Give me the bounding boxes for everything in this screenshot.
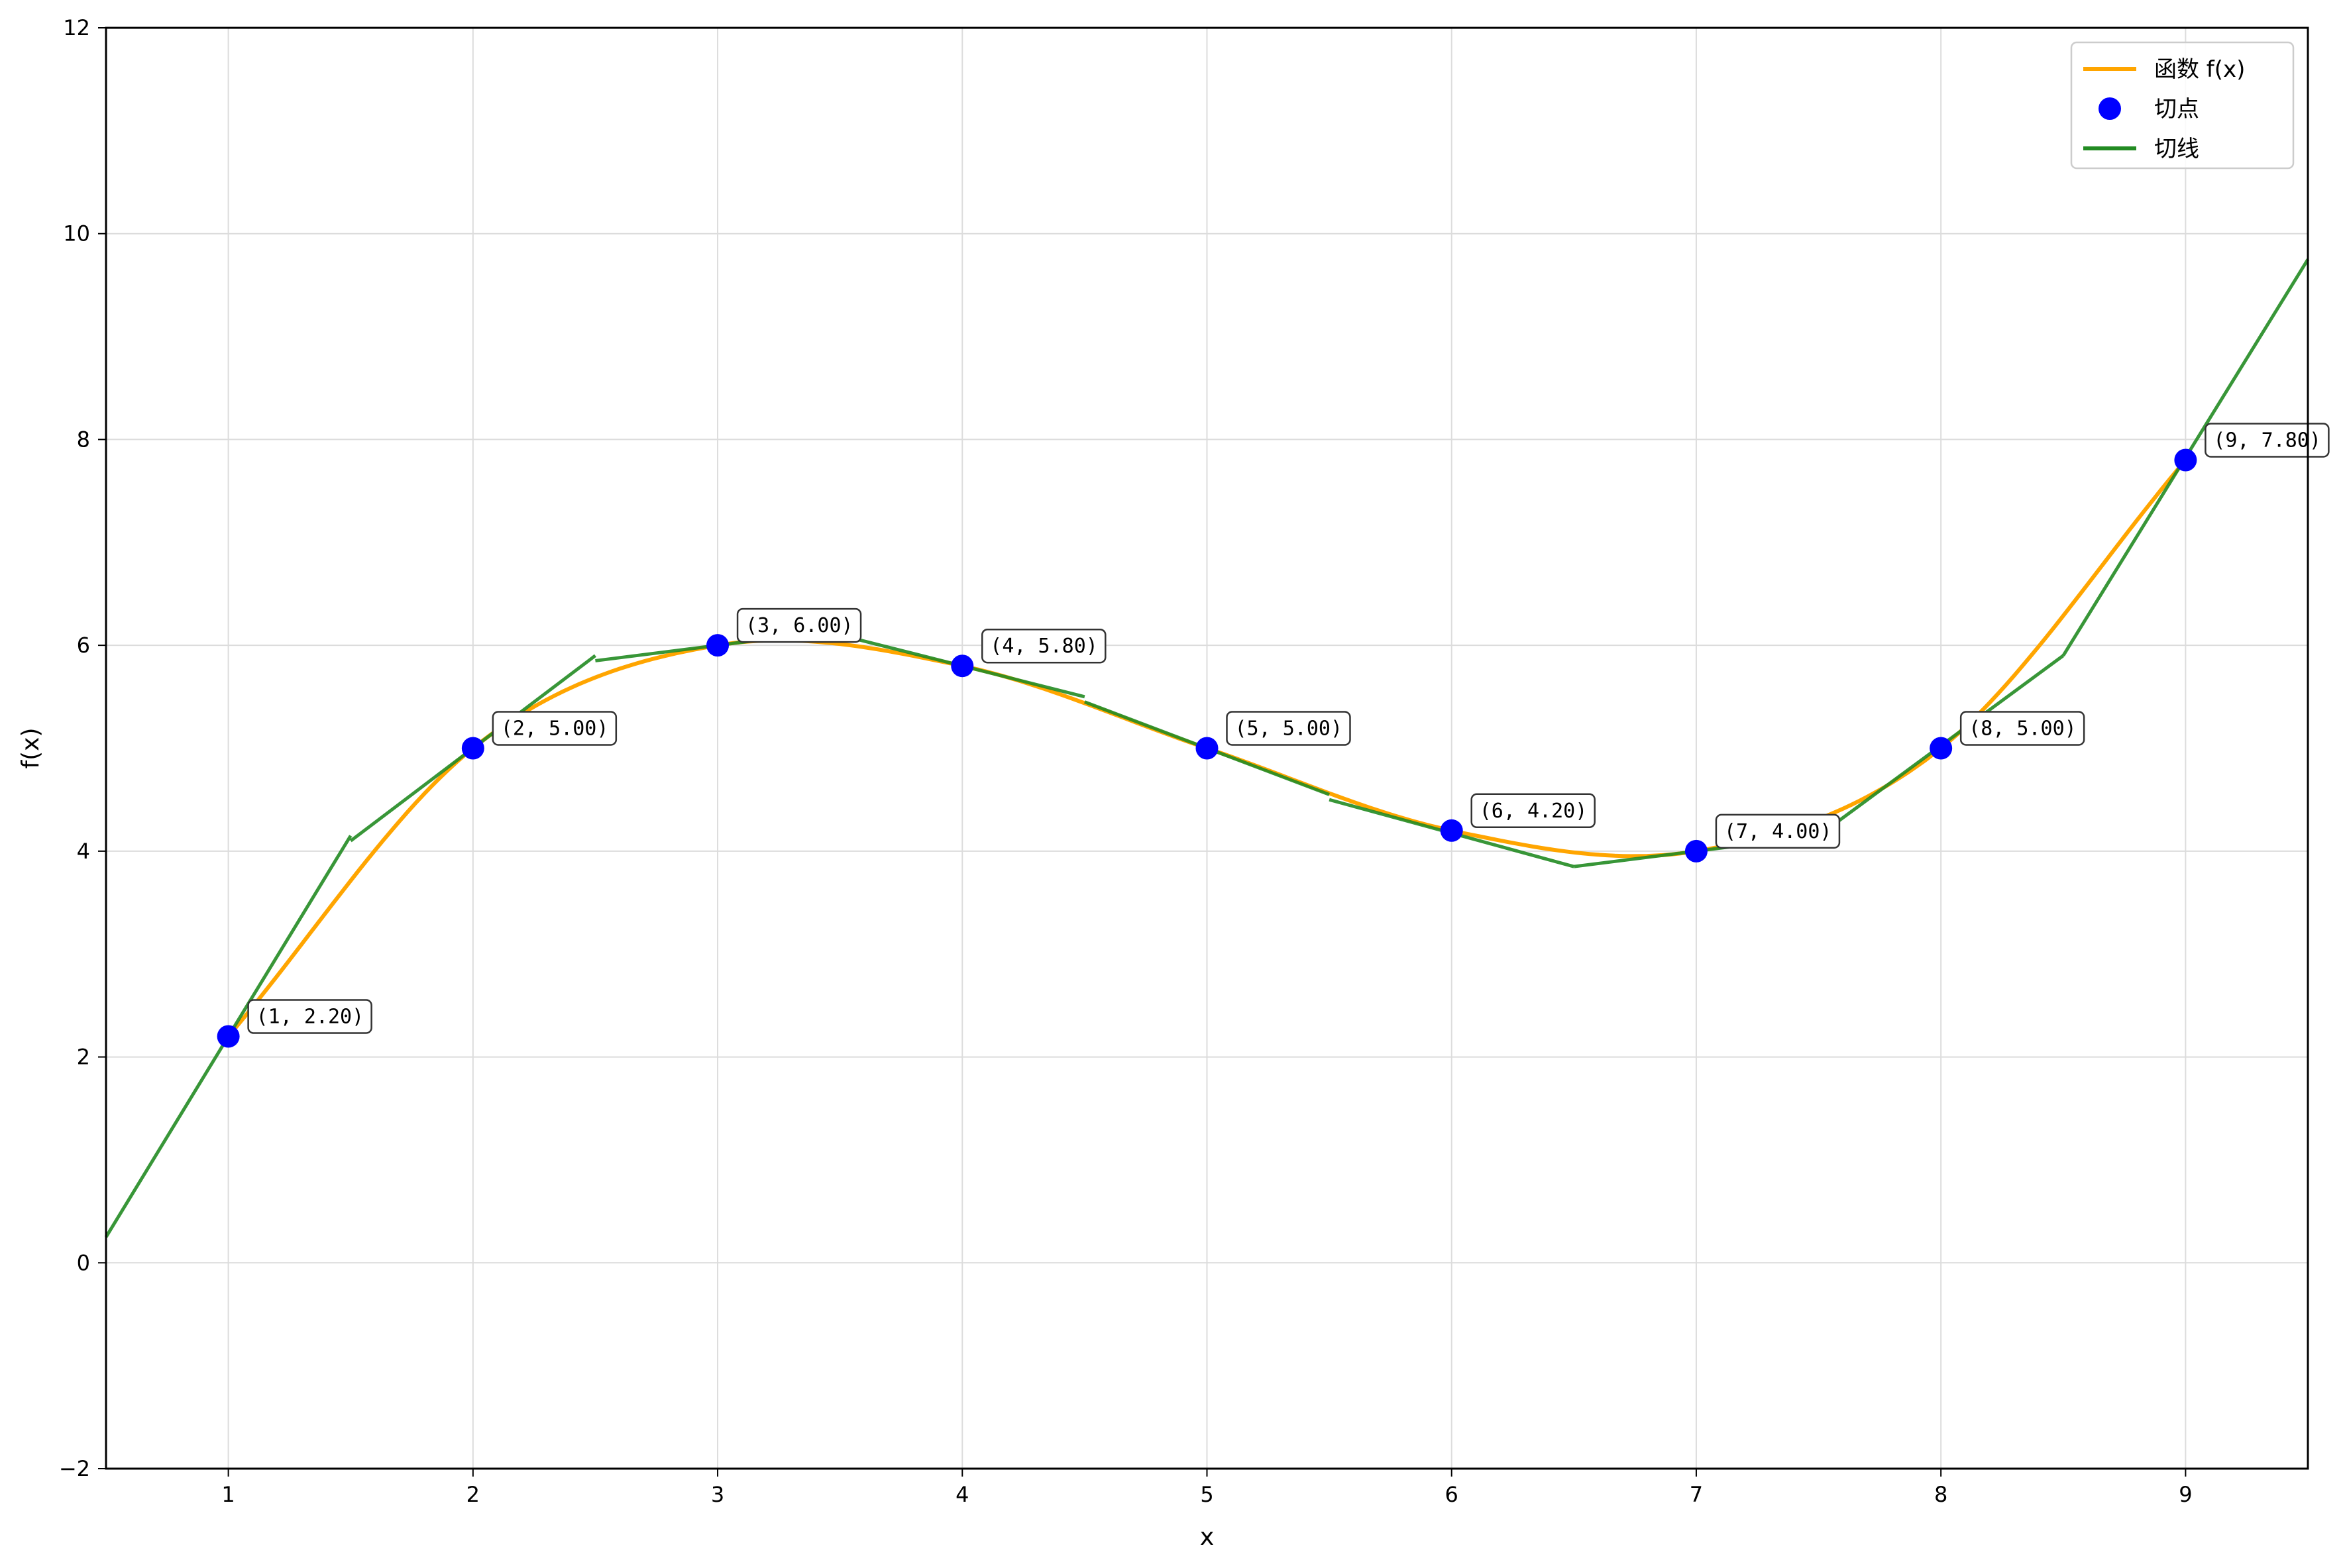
- y-tick-label: 2: [77, 1045, 90, 1070]
- point-annotation-label: (8, 5.00): [1969, 717, 2077, 741]
- point-annotation-box: [1715, 813, 1841, 849]
- x-axis-label: x: [1200, 1524, 1214, 1551]
- tangent-point: [461, 737, 484, 760]
- x-tick-label: 4: [955, 1482, 969, 1507]
- legend-box: [2070, 41, 2295, 170]
- point-annotation-box: [1470, 793, 1596, 829]
- point-annotation-box: [492, 711, 618, 746]
- tangent-point: [1440, 819, 1463, 842]
- y-tick-label: 10: [63, 221, 90, 246]
- legend-entry-label: 切点: [2154, 96, 2199, 123]
- point-annotation-label: (1, 2.20): [256, 1006, 364, 1029]
- y-tick-label: −2: [59, 1456, 90, 1481]
- y-tick-label: 4: [77, 839, 90, 864]
- x-tick-label: 3: [711, 1482, 724, 1507]
- x-tick-label: 7: [1690, 1482, 1703, 1507]
- y-axis-label: f(x): [17, 727, 44, 768]
- tangent-point: [951, 654, 974, 678]
- legend-entry-label: 切线: [2154, 136, 2199, 162]
- point-annotation-box: [981, 628, 1107, 664]
- point-annotations-layer: (1, 2.20) (2, 5.00) (3, 6.00) (4, 5.80) (5, …: [247, 423, 2330, 1034]
- point-annotation-label: (7, 4.00): [1724, 820, 1832, 843]
- tangent-point: [1684, 839, 1708, 862]
- x-tick-label: 1: [221, 1482, 235, 1507]
- y-tick-label: 12: [63, 15, 90, 40]
- point-annotation-box: [247, 999, 372, 1034]
- y-tick-label: 6: [77, 633, 90, 658]
- tangent-points-layer: [217, 448, 2197, 1048]
- point-annotation-label: (4, 5.80): [990, 635, 1098, 658]
- legend-swatch-marker: [2099, 97, 2121, 120]
- point-annotation-label: (2, 5.00): [501, 717, 609, 741]
- x-tick-label: 9: [2179, 1482, 2192, 1507]
- point-annotation-label: (3, 6.00): [745, 614, 853, 637]
- x-tick-label: 8: [1934, 1482, 1947, 1507]
- point-annotation-label: (9, 7.80): [2213, 429, 2321, 452]
- y-tick-label: 8: [77, 427, 90, 452]
- point-annotation-box: [2205, 423, 2330, 458]
- tangent-point: [2174, 448, 2197, 472]
- legend-entry-label: 函数 f(x): [2154, 56, 2245, 83]
- x-tick-label: 2: [466, 1482, 480, 1507]
- x-tick-label: 5: [1200, 1482, 1213, 1507]
- point-annotation-box: [1959, 711, 2085, 746]
- y-tick-label: 0: [77, 1250, 90, 1275]
- tangent-point: [217, 1025, 240, 1048]
- tangent-point: [706, 634, 730, 657]
- point-annotation-label: (5, 5.00): [1235, 717, 1343, 741]
- point-annotation-box: [736, 607, 862, 643]
- tangent-point: [1930, 737, 1953, 760]
- tangent-point: [1195, 737, 1219, 760]
- point-annotation-label: (6, 4.20): [1480, 800, 1588, 823]
- x-tick-label: 6: [1445, 1482, 1458, 1507]
- point-annotation-box: [1226, 711, 1351, 746]
